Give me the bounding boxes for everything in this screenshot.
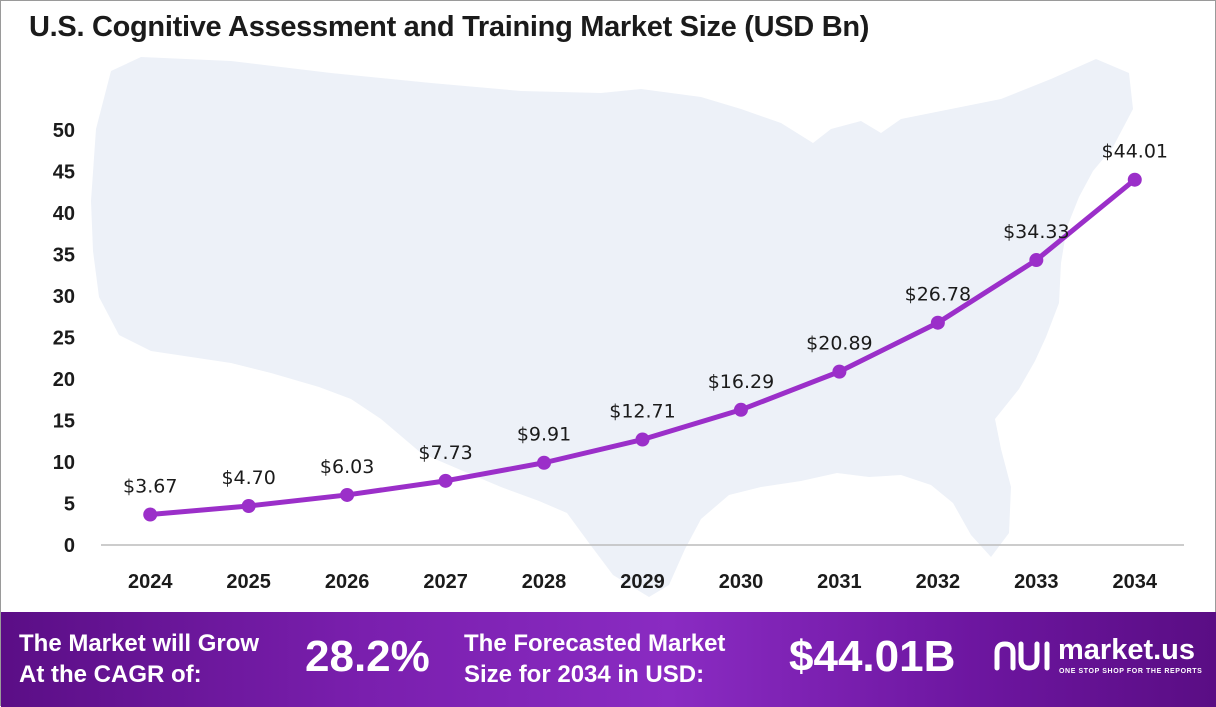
data-point xyxy=(340,487,355,502)
x-tick-label: 2024 xyxy=(128,571,173,593)
data-point xyxy=(733,402,748,417)
y-tick-label: 20 xyxy=(53,369,75,391)
data-point xyxy=(832,364,847,379)
data-label: $34.33 xyxy=(1003,221,1069,243)
chart-title: U.S. Cognitive Assessment and Training M… xyxy=(29,11,870,43)
data-point xyxy=(537,455,552,470)
y-tick-label: 15 xyxy=(53,411,75,433)
y-tick-label: 40 xyxy=(53,203,75,225)
data-label: $6.03 xyxy=(320,456,374,478)
x-tick-label: 2031 xyxy=(817,571,862,593)
y-tick-label: 5 xyxy=(64,494,75,516)
data-label: $7.73 xyxy=(418,442,472,464)
data-label: $12.71 xyxy=(609,401,675,423)
cagr-label-line1: The Market will Grow xyxy=(19,630,260,657)
cagr-label-line2: At the CAGR of: xyxy=(19,661,202,688)
summary-banner: The Market will Grow At the CAGR of: 28.… xyxy=(1,612,1216,707)
x-tick-label: 2032 xyxy=(916,571,961,593)
cagr-value: 28.2% xyxy=(305,632,430,681)
y-tick-label: 10 xyxy=(53,452,75,474)
us-map-background xyxy=(91,57,1133,597)
x-tick-label: 2033 xyxy=(1014,571,1059,593)
data-label: $3.67 xyxy=(123,476,177,498)
data-point xyxy=(241,498,256,513)
data-label: $44.01 xyxy=(1102,141,1168,163)
data-point xyxy=(930,315,945,330)
data-point xyxy=(635,432,650,447)
y-tick-label: 30 xyxy=(53,286,75,308)
data-point xyxy=(1127,172,1142,187)
logo-tagline: ONE STOP SHOP FOR THE REPORTS xyxy=(1059,668,1203,675)
data-label: $9.91 xyxy=(517,424,571,446)
data-label: $26.78 xyxy=(905,284,971,306)
y-tick-label: 25 xyxy=(53,328,75,350)
x-tick-label: 2027 xyxy=(423,571,468,593)
cagr-label: The Market will Grow At the CAGR of: xyxy=(19,628,259,690)
x-tick-label: 2028 xyxy=(522,571,567,593)
x-tick-label: 2026 xyxy=(325,571,370,593)
data-labels: $3.67 $4.70 $6.03 $7.73 $9.91 $12.71 $16.29 $20… xyxy=(123,141,1168,498)
y-tick-label: 0 xyxy=(64,535,75,557)
forecast-label-line2: Size for 2034 in USD: xyxy=(464,661,705,688)
y-tick-label: 50 xyxy=(53,120,75,142)
x-tick-label: 2029 xyxy=(620,571,665,593)
logo-name: market.us xyxy=(1058,634,1196,666)
x-tick-label: 2030 xyxy=(719,571,764,593)
data-point xyxy=(438,473,453,488)
market-us-logo-icon xyxy=(994,641,1050,671)
x-tick-label: 2034 xyxy=(1113,571,1158,593)
data-label: $20.89 xyxy=(806,333,872,355)
data-point xyxy=(1029,253,1044,268)
x-axis: 2024 2025 2026 2027 2028 2029 2030 2031 2032 2033… xyxy=(128,571,1158,593)
forecast-label-line1: The Forecasted Market xyxy=(464,630,726,657)
data-label: $4.70 xyxy=(221,467,275,489)
y-axis: 0 5 10 15 20 25 30 35 40 45 50 xyxy=(53,120,75,557)
data-points xyxy=(143,172,1142,522)
forecast-label: The Forecasted Market Size for 2034 in U… xyxy=(464,628,725,690)
y-tick-label: 35 xyxy=(53,245,75,267)
x-tick-label: 2025 xyxy=(226,571,271,593)
forecast-value: $44.01B xyxy=(789,632,956,681)
y-tick-label: 45 xyxy=(53,162,75,184)
data-label: $16.29 xyxy=(708,371,774,393)
data-point xyxy=(143,507,158,522)
